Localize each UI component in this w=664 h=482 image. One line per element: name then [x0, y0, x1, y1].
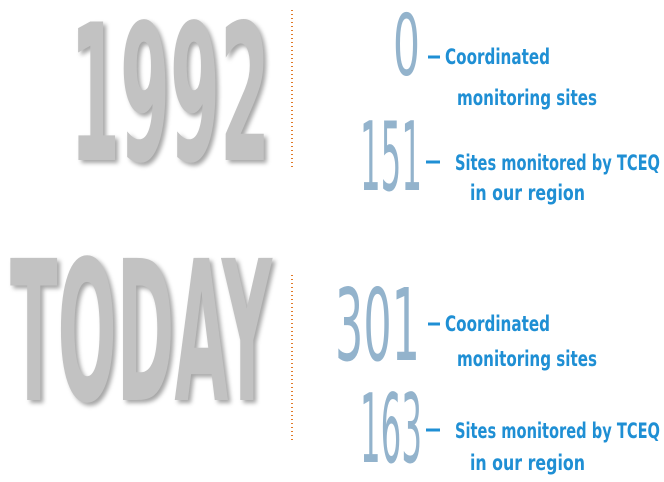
stat-label: Sites monitored by TCEQ [455, 419, 660, 443]
stat-label: in our region [470, 181, 585, 205]
stat-label: in our region [470, 451, 585, 475]
stat-number: 0 [393, 0, 420, 96]
stat-label: Coordinated [445, 312, 550, 336]
stat-number: 151 [360, 103, 422, 213]
stat-number: 301 [335, 267, 420, 384]
stat-label: monitoring sites [457, 347, 597, 371]
stat-label: Coordinated [445, 45, 550, 69]
period-label: 1992 [70, 0, 270, 205]
stat-label: Sites monitored by TCEQ [455, 151, 660, 175]
stat-number: 163 [360, 375, 422, 482]
stat-label: monitoring sites [457, 86, 597, 110]
period-label: TODAY [10, 219, 273, 446]
